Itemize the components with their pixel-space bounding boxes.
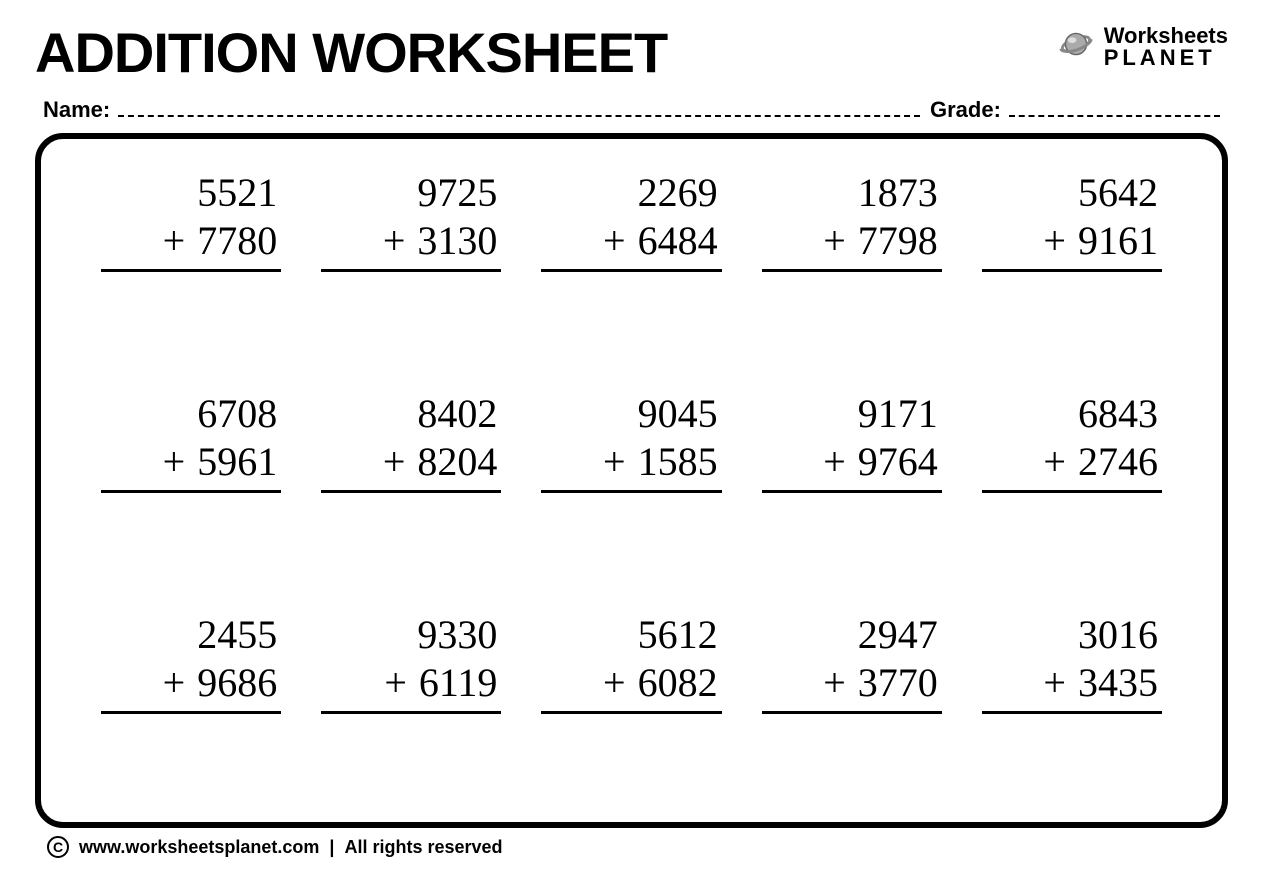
addend-bottom: 7798 [858, 217, 938, 265]
addend-bottom: 9764 [858, 438, 938, 486]
addend-bottom: 2746 [1078, 438, 1158, 486]
addend-bottom: 1585 [638, 438, 718, 486]
plus-sign: + [1043, 659, 1066, 707]
addend-top: 6708 [197, 390, 281, 438]
addend-bottom-row: +3130 [321, 217, 501, 272]
problem-2: 9725+3130 [321, 169, 501, 360]
addend-top: 1873 [858, 169, 942, 217]
addend-bottom: 9161 [1078, 217, 1158, 265]
addend-top: 2455 [197, 611, 281, 659]
addend-top: 5642 [1078, 169, 1162, 217]
logo-text: Worksheets PLANET [1104, 25, 1228, 69]
plus-sign: + [603, 438, 626, 486]
plus-sign: + [384, 659, 407, 707]
addend-top: 5612 [638, 611, 722, 659]
addend-top: 9330 [417, 611, 501, 659]
problems-container: 5521+77809725+31302269+64841873+77985642… [35, 133, 1228, 828]
addend-bottom: 6484 [638, 217, 718, 265]
plus-sign: + [163, 217, 186, 265]
addend-bottom-row: +6119 [321, 659, 501, 714]
logo: Worksheets PLANET [1052, 20, 1228, 73]
problem-15: 3016+3435 [982, 611, 1162, 802]
addend-bottom-row: +5961 [101, 438, 281, 493]
problem-12: 9330+6119 [321, 611, 501, 802]
footer-url: www.worksheetsplanet.com [79, 837, 319, 858]
name-blank-line[interactable] [118, 95, 920, 117]
plus-sign: + [163, 659, 186, 707]
plus-sign: + [163, 438, 186, 486]
addend-top: 9725 [417, 169, 501, 217]
addend-bottom-row: +7780 [101, 217, 281, 272]
header: ADDITION WORKSHEET Worksheets PLANET [35, 20, 1228, 85]
addend-bottom-row: +6484 [541, 217, 721, 272]
page-title: ADDITION WORKSHEET [35, 20, 667, 85]
addend-top: 6843 [1078, 390, 1162, 438]
addend-bottom: 3130 [417, 217, 497, 265]
addend-top: 8402 [417, 390, 501, 438]
footer-rights: All rights reserved [344, 837, 502, 858]
addend-bottom-row: +8204 [321, 438, 501, 493]
addend-bottom: 3770 [858, 659, 938, 707]
problem-5: 5642+9161 [982, 169, 1162, 360]
addend-bottom-row: +9161 [982, 217, 1162, 272]
addend-bottom-row: +6082 [541, 659, 721, 714]
problem-6: 6708+5961 [101, 390, 281, 581]
addend-bottom: 5961 [197, 438, 277, 486]
addend-bottom: 9686 [197, 659, 277, 707]
addend-bottom-row: +1585 [541, 438, 721, 493]
name-label: Name: [43, 97, 110, 123]
grade-label: Grade: [930, 97, 1001, 123]
problem-14: 2947+3770 [762, 611, 942, 802]
grade-blank-line[interactable] [1009, 95, 1220, 117]
addend-bottom: 8204 [417, 438, 497, 486]
plus-sign: + [823, 659, 846, 707]
addend-top: 5521 [197, 169, 281, 217]
plus-sign: + [823, 217, 846, 265]
addend-bottom-row: +7798 [762, 217, 942, 272]
addend-bottom: 6119 [419, 659, 498, 707]
plus-sign: + [823, 438, 846, 486]
addend-bottom-row: +2746 [982, 438, 1162, 493]
planet-icon [1052, 20, 1100, 73]
problem-1: 5521+7780 [101, 169, 281, 360]
problem-10: 6843+2746 [982, 390, 1162, 581]
grade-field: Grade: [930, 95, 1220, 123]
logo-line2: PLANET [1104, 47, 1228, 69]
addend-bottom: 6082 [638, 659, 718, 707]
addend-top: 2947 [858, 611, 942, 659]
logo-line1: Worksheets [1104, 25, 1228, 47]
problem-8: 9045+1585 [541, 390, 721, 581]
plus-sign: + [603, 659, 626, 707]
addend-top: 2269 [638, 169, 722, 217]
problem-7: 8402+8204 [321, 390, 501, 581]
problem-4: 1873+7798 [762, 169, 942, 360]
plus-sign: + [1043, 217, 1066, 265]
problem-11: 2455+9686 [101, 611, 281, 802]
student-fields: Name: Grade: [35, 95, 1228, 123]
name-field: Name: [43, 95, 920, 123]
copyright-icon: C [47, 836, 69, 858]
addend-bottom: 3435 [1078, 659, 1158, 707]
problem-13: 5612+6082 [541, 611, 721, 802]
problem-3: 2269+6484 [541, 169, 721, 360]
addend-bottom-row: +9686 [101, 659, 281, 714]
plus-sign: + [383, 438, 406, 486]
plus-sign: + [1043, 438, 1066, 486]
addend-bottom-row: +9764 [762, 438, 942, 493]
footer: C www.worksheetsplanet.com | All rights … [35, 836, 1228, 858]
addend-top: 9171 [858, 390, 942, 438]
addend-bottom-row: +3435 [982, 659, 1162, 714]
addend-bottom: 7780 [197, 217, 277, 265]
problem-9: 9171+9764 [762, 390, 942, 581]
addend-top: 3016 [1078, 611, 1162, 659]
footer-separator: | [329, 837, 334, 858]
plus-sign: + [603, 217, 626, 265]
addend-top: 9045 [638, 390, 722, 438]
addend-bottom-row: +3770 [762, 659, 942, 714]
plus-sign: + [383, 217, 406, 265]
